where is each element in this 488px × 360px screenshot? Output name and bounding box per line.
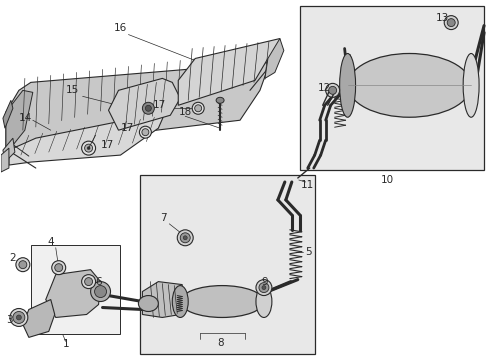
- Polygon shape: [6, 62, 269, 148]
- Ellipse shape: [84, 144, 92, 152]
- Polygon shape: [46, 270, 101, 318]
- Ellipse shape: [259, 283, 268, 293]
- Ellipse shape: [262, 285, 265, 289]
- Text: 10: 10: [380, 175, 393, 185]
- Polygon shape: [9, 112, 165, 165]
- Bar: [31, 245, 120, 334]
- Polygon shape: [108, 78, 180, 130]
- Polygon shape: [178, 39, 279, 105]
- Ellipse shape: [145, 105, 151, 111]
- Ellipse shape: [139, 126, 151, 138]
- Polygon shape: [3, 138, 15, 162]
- Text: 14: 14: [19, 113, 32, 123]
- Ellipse shape: [10, 309, 28, 327]
- Text: 6: 6: [95, 276, 102, 287]
- Ellipse shape: [13, 311, 25, 323]
- Ellipse shape: [81, 141, 95, 155]
- Text: 17: 17: [120, 123, 133, 133]
- Text: 2: 2: [9, 253, 16, 263]
- Text: 16: 16: [114, 23, 127, 33]
- Ellipse shape: [16, 258, 30, 272]
- Ellipse shape: [172, 285, 188, 318]
- Ellipse shape: [447, 19, 454, 27]
- Text: 18: 18: [178, 107, 191, 117]
- Ellipse shape: [194, 105, 201, 112]
- Text: 1: 1: [62, 339, 69, 349]
- Ellipse shape: [347, 54, 470, 117]
- Ellipse shape: [177, 230, 193, 246]
- Ellipse shape: [192, 102, 203, 114]
- Ellipse shape: [81, 275, 95, 289]
- Text: 9: 9: [261, 276, 268, 287]
- Bar: [299, 6, 483, 170]
- Polygon shape: [1, 148, 9, 172]
- Ellipse shape: [87, 147, 90, 150]
- Text: 8: 8: [216, 338, 223, 348]
- Ellipse shape: [19, 261, 27, 269]
- Ellipse shape: [443, 15, 457, 30]
- Bar: [140, 175, 314, 354]
- Ellipse shape: [17, 315, 21, 320]
- Ellipse shape: [183, 236, 187, 240]
- Ellipse shape: [255, 285, 271, 318]
- Ellipse shape: [180, 285, 264, 318]
- Ellipse shape: [90, 282, 110, 302]
- Ellipse shape: [325, 84, 339, 97]
- Text: 13: 13: [435, 13, 448, 23]
- Text: 17: 17: [152, 100, 165, 110]
- Ellipse shape: [55, 264, 62, 272]
- Text: 4: 4: [47, 237, 54, 247]
- Polygon shape: [264, 39, 283, 78]
- Ellipse shape: [339, 54, 355, 117]
- Text: 17: 17: [101, 140, 114, 150]
- Ellipse shape: [142, 102, 154, 114]
- Text: 5: 5: [304, 247, 311, 257]
- Ellipse shape: [138, 296, 158, 311]
- Polygon shape: [142, 282, 182, 318]
- Ellipse shape: [142, 129, 148, 136]
- Text: 7: 7: [160, 213, 166, 223]
- Ellipse shape: [255, 280, 271, 296]
- Ellipse shape: [180, 233, 190, 243]
- Text: 11: 11: [301, 180, 314, 190]
- Polygon shape: [23, 300, 55, 337]
- Text: 15: 15: [66, 85, 79, 95]
- Ellipse shape: [328, 86, 336, 94]
- Ellipse shape: [462, 54, 478, 117]
- Ellipse shape: [216, 97, 224, 103]
- Ellipse shape: [84, 278, 92, 285]
- Text: 3: 3: [6, 315, 13, 325]
- Polygon shape: [3, 100, 13, 128]
- Text: 12: 12: [317, 84, 330, 93]
- Polygon shape: [6, 90, 33, 150]
- Ellipse shape: [94, 285, 106, 298]
- Ellipse shape: [52, 261, 65, 275]
